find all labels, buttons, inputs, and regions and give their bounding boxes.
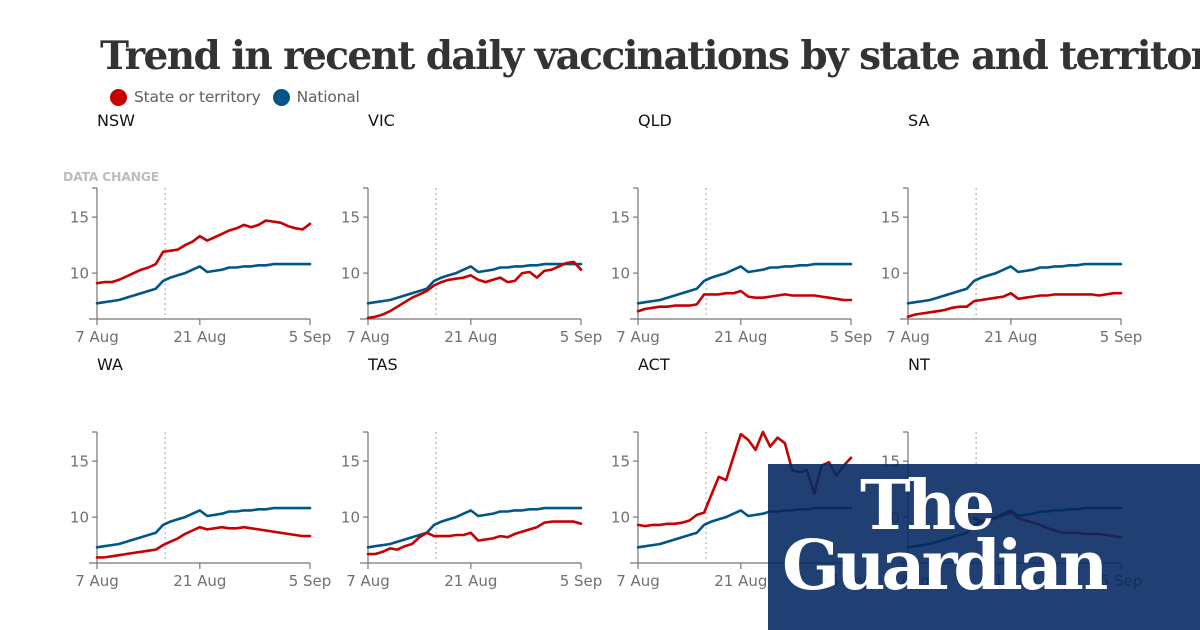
y-tick-label-10: 10: [881, 265, 900, 283]
legend-label-national: National: [296, 88, 360, 106]
panel-nsw: NSW DATA CHANGE 10 15 7 Aug 21 Aug 5 Sep: [63, 111, 331, 346]
y-tick-label-15: 15: [341, 453, 360, 471]
national-line-nsw: [95, 262, 312, 305]
national-line-qld: [636, 262, 853, 305]
logo-word-the: The: [860, 466, 995, 546]
panel-title-wa: WA: [97, 355, 123, 374]
panel-tas: TAS 10 15 7 Aug 21 Aug 5 Sep: [341, 355, 602, 590]
y-tick-label-15: 15: [611, 209, 630, 227]
y-tick-label-10: 10: [611, 265, 630, 283]
y-tick-label-15: 15: [70, 209, 89, 227]
x-tick-label: 7 Aug: [75, 572, 119, 590]
legend-swatch-state: [110, 88, 127, 106]
legend-label-state: State or territory: [134, 88, 261, 106]
national-line-tas: [366, 506, 583, 549]
x-tick-label: 21 Aug: [444, 328, 497, 346]
chart-title: Trend in recent daily vaccinations by st…: [100, 33, 1200, 79]
y-tick-label-10: 10: [341, 265, 360, 283]
x-tick-label: 7 Aug: [616, 328, 660, 346]
national-line-vic: [366, 262, 583, 305]
national-line-wa: [95, 506, 312, 549]
panel-title-sa: SA: [908, 111, 929, 130]
state-line-tas: [366, 520, 583, 556]
x-tick-label: 21 Aug: [173, 328, 226, 346]
y-tick-label-15: 15: [341, 209, 360, 227]
state-line-qld: [636, 289, 853, 313]
y-tick-label-10: 10: [70, 509, 89, 527]
x-tick-label: 5 Sep: [830, 328, 873, 346]
panel-vic: VIC 10 15 7 Aug 21 Aug 5 Sep: [341, 111, 602, 346]
legend-item-state: State or territory: [110, 86, 261, 108]
x-tick-label: 7 Aug: [346, 328, 390, 346]
x-tick-label: 21 Aug: [984, 328, 1037, 346]
panel-wa: WA 10 15 7 Aug 21 Aug 5 Sep: [70, 355, 331, 590]
state-line-wa: [95, 525, 312, 559]
x-tick-label: 21 Aug: [173, 572, 226, 590]
x-tick-label: 7 Aug: [886, 328, 930, 346]
x-tick-label: 7 Aug: [75, 328, 119, 346]
y-tick-label-10: 10: [341, 509, 360, 527]
x-tick-label: 21 Aug: [444, 572, 497, 590]
x-tick-label: 5 Sep: [560, 328, 603, 346]
x-tick-label: 21 Aug: [714, 328, 767, 346]
panel-qld: QLD 10 15 7 Aug 21 Aug 5 Sep: [611, 111, 872, 346]
legend: State or territory National: [110, 86, 372, 108]
panel-sa: SA 10 15 7 Aug 21 Aug 5 Sep: [881, 111, 1142, 346]
national-line-sa: [906, 262, 1123, 305]
x-tick-label: 5 Sep: [1100, 328, 1143, 346]
guardian-logo: The Guardian: [768, 464, 1200, 630]
panel-title-vic: VIC: [368, 111, 395, 130]
panel-title-nt: NT: [908, 355, 930, 374]
data-change-annotation: DATA CHANGE: [63, 169, 159, 184]
state-line-vic: [366, 260, 583, 320]
x-tick-label: 5 Sep: [289, 572, 332, 590]
panel-title-act: ACT: [638, 355, 670, 374]
panel-title-qld: QLD: [638, 111, 672, 130]
guardian-logo-text: The Guardian: [782, 466, 1108, 606]
y-tick-label-10: 10: [611, 509, 630, 527]
y-tick-label-15: 15: [881, 209, 900, 227]
x-tick-label: 7 Aug: [616, 572, 660, 590]
panel-title-nsw: NSW: [97, 111, 135, 130]
y-tick-label-15: 15: [70, 453, 89, 471]
legend-swatch-national: [272, 88, 290, 106]
state-line-sa: [906, 291, 1123, 319]
legend-item-national: National: [272, 86, 360, 108]
logo-word-guardian: Guardian: [782, 526, 1108, 606]
x-tick-label: 21 Aug: [714, 572, 767, 590]
state-line-nsw: [95, 219, 312, 285]
x-tick-label: 7 Aug: [346, 572, 390, 590]
panel-title-tas: TAS: [367, 355, 398, 374]
y-tick-label-10: 10: [70, 265, 89, 283]
x-tick-label: 5 Sep: [289, 328, 332, 346]
x-tick-label: 5 Sep: [560, 572, 603, 590]
y-tick-label-15: 15: [611, 453, 630, 471]
